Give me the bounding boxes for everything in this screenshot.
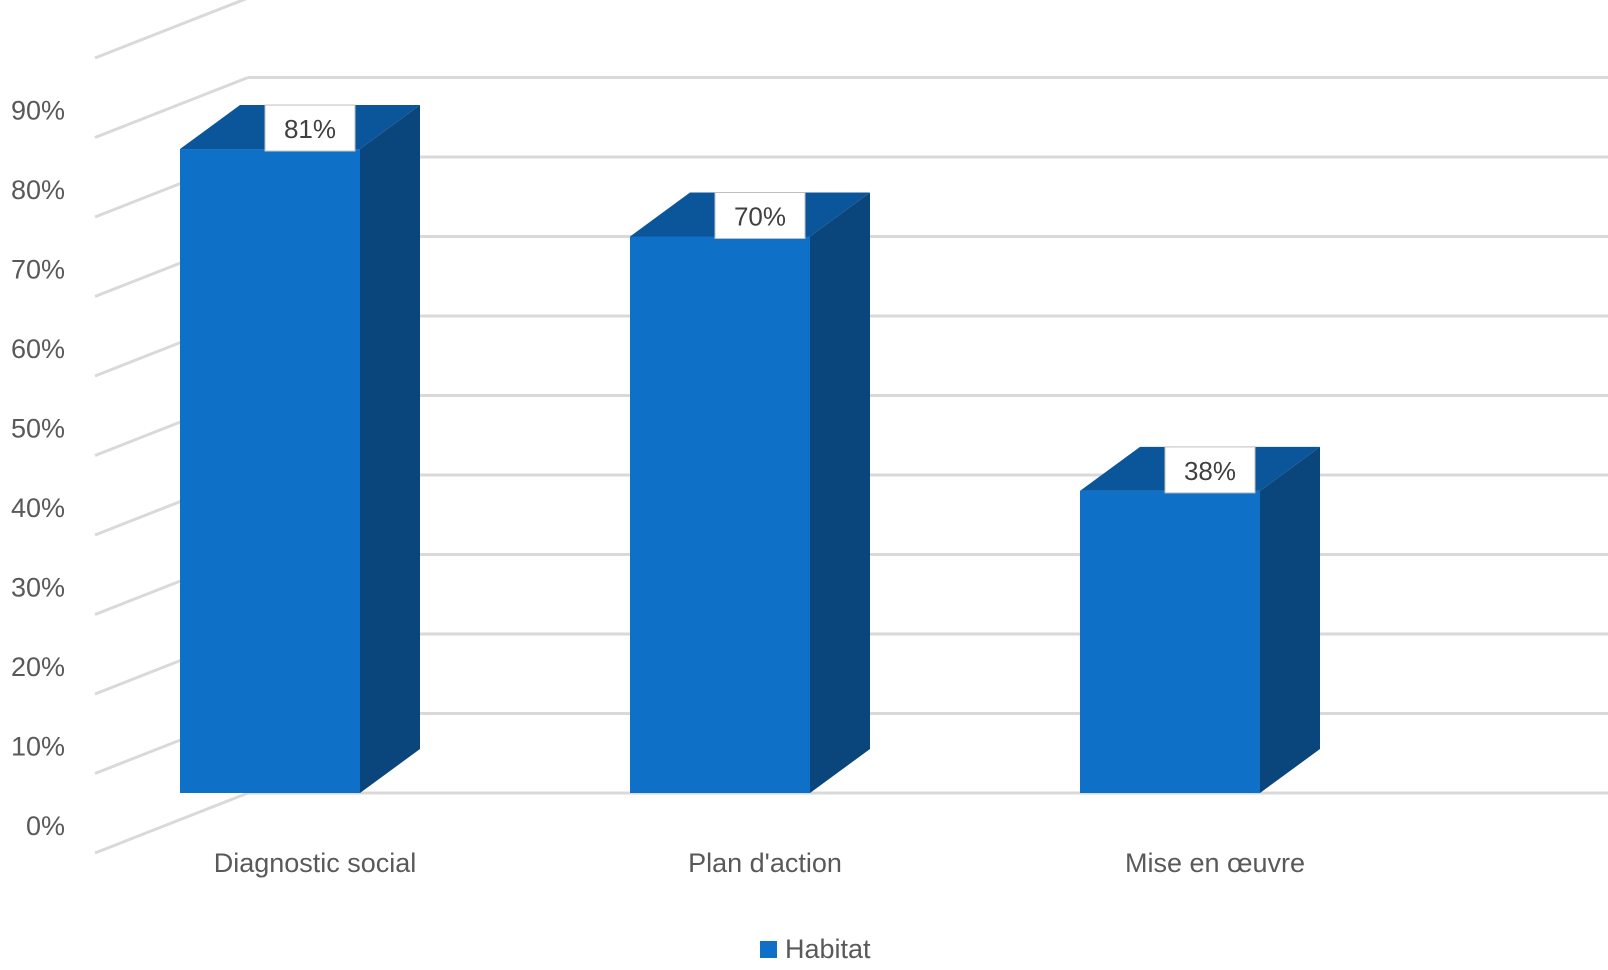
gridline-side xyxy=(94,791,249,855)
bar-side-face xyxy=(360,105,420,794)
data-label: 38% xyxy=(1164,446,1256,494)
legend-swatch xyxy=(760,940,777,958)
y-tick-label: 30% xyxy=(11,573,65,603)
y-tick-label: 40% xyxy=(11,493,65,523)
data-label-box xyxy=(714,192,806,239)
bar xyxy=(630,192,870,793)
y-tick-label: 20% xyxy=(11,652,65,682)
x-category-label: Plan d'action xyxy=(688,848,842,878)
y-tick-label: 90% xyxy=(11,96,65,126)
legend-label-habitat: Habitat xyxy=(785,934,871,964)
bar-front-face xyxy=(630,236,810,793)
data-label: 70% xyxy=(714,192,806,239)
y-tick-label: 50% xyxy=(11,414,65,444)
y-tick-label: 10% xyxy=(11,732,65,762)
y-tick-label: 70% xyxy=(11,255,65,285)
x-axis-categories: Diagnostic social Plan d'action Mise en œu… xyxy=(214,848,1305,878)
legend: Habitat xyxy=(760,934,871,964)
gridline-side xyxy=(94,76,249,139)
bar-side-face xyxy=(1260,446,1320,793)
bar-side-face xyxy=(810,192,870,793)
bar xyxy=(180,105,420,794)
data-label-box xyxy=(264,104,356,152)
y-axis-ticks: 0% 10% 20% 30% 40% 50% 60% 70% 80% 90% xyxy=(11,96,65,842)
data-label-box xyxy=(1164,446,1256,494)
data-labels: 81% 70% 38% xyxy=(264,104,1256,494)
gridline-side xyxy=(94,0,248,60)
data-label: 81% xyxy=(264,104,356,152)
data-label-text: 81% xyxy=(284,114,336,144)
x-category-label: Diagnostic social xyxy=(214,848,417,878)
data-label-text: 38% xyxy=(1184,456,1236,486)
x-category-label: Mise en œuvre xyxy=(1125,848,1305,878)
y-tick-label: 0% xyxy=(26,811,65,841)
bar-front-face xyxy=(180,149,360,794)
bar xyxy=(1080,446,1320,793)
y-tick-label: 80% xyxy=(11,175,65,205)
bar-front-face xyxy=(1080,490,1260,793)
data-label-text: 70% xyxy=(734,202,786,232)
y-tick-label: 60% xyxy=(11,334,65,364)
